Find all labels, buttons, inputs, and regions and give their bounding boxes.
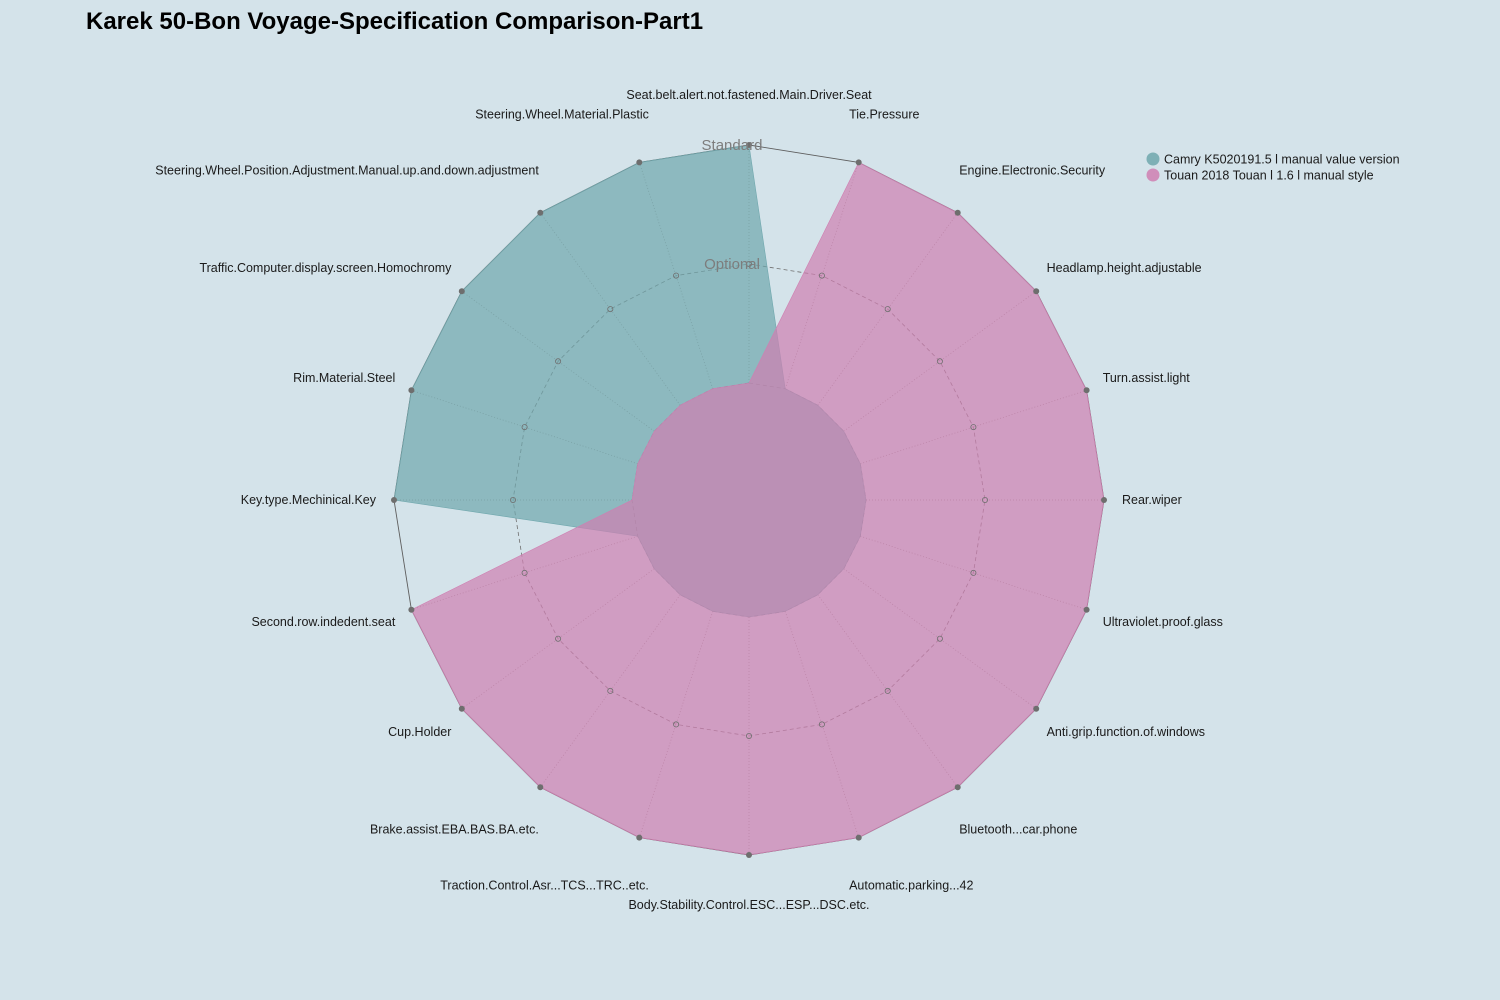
grid-marker: [982, 496, 989, 503]
data-point: [954, 209, 961, 216]
grid-marker: [509, 496, 516, 503]
axis-label: Brake.assist.EBA.BAS.BA.etc.: [370, 823, 539, 837]
axis-label: Rear.wiper: [1122, 493, 1182, 507]
level-label: Standard: [702, 137, 763, 154]
data-point: [391, 497, 397, 503]
grid-marker: [521, 569, 528, 576]
data-point: [537, 784, 544, 791]
legend: Camry K5020191.5 l manual value version T…: [1146, 152, 1400, 183]
grid-marker: [746, 733, 753, 740]
legend-label: Camry K5020191.5 l manual value version: [1164, 153, 1400, 167]
grid-marker: [970, 569, 977, 576]
data-point: [1083, 606, 1090, 613]
axis-label: Engine.Electronic.Security: [959, 163, 1106, 177]
data-point: [855, 834, 862, 841]
grid-marker: [936, 635, 943, 642]
axis-label: Automatic.parking...42: [849, 879, 973, 893]
data-point: [1101, 497, 1107, 503]
axis-label: Second.row.indedent.seat: [251, 615, 395, 629]
grid-marker: [521, 424, 528, 431]
data-point: [458, 705, 465, 712]
legend-swatch: [1146, 168, 1160, 182]
axis-label: Steering.Wheel.Material.Plastic: [475, 107, 649, 121]
data-point: [746, 852, 752, 858]
legend-label: Touan 2018 Touan l 1.6 l manual style: [1164, 169, 1374, 183]
data-point: [408, 606, 415, 613]
radar-points: [391, 142, 1107, 858]
axis-label: Steering.Wheel.Position.Adjustment.Manua…: [155, 163, 539, 177]
radar-level-labels: Optional Standard: [702, 137, 763, 273]
axis-label: Anti.grip.function.of.windows: [1047, 725, 1205, 739]
data-point: [408, 387, 415, 394]
legend-swatch: [1146, 152, 1160, 166]
axis-label: Body.Stability.Control.ESC...ESP...DSC.e…: [628, 898, 869, 912]
axis-label: Tie.Pressure: [849, 107, 919, 121]
axis-label: Bluetooth...car.phone: [959, 823, 1077, 837]
grid-marker: [746, 260, 753, 267]
axis-label: Ultraviolet.proof.glass: [1103, 615, 1223, 629]
axis-label: Turn.assist.light: [1103, 371, 1191, 385]
grid-marker: [673, 721, 680, 728]
axis-label: Cup.Holder: [388, 725, 451, 739]
grid-marker: [818, 721, 825, 728]
grid-marker: [884, 306, 891, 313]
data-point: [855, 159, 862, 166]
grid-marker: [607, 306, 614, 313]
grid-marker: [607, 687, 614, 694]
data-point: [1083, 387, 1090, 394]
chart-title: Karek 50-Bon Voyage-Specification Compar…: [86, 8, 703, 35]
grid-marker: [936, 358, 943, 365]
data-point: [458, 288, 465, 295]
axis-label: Headlamp.height.adjustable: [1047, 261, 1202, 275]
grid-marker: [555, 358, 562, 365]
radar-series: [393, 144, 1105, 856]
data-point: [636, 159, 643, 166]
grid-marker: [818, 272, 825, 279]
axis-label: Traction.Control.Asr...TCS...TRC..etc.: [440, 879, 649, 893]
grid-marker: [555, 635, 562, 642]
grid-marker: [673, 272, 680, 279]
radar-axis-labels: Seat.belt.alert.not.fastened.Main.Driver…: [155, 88, 1223, 912]
axis-label: Traffic.Computer.display.screen.Homochro…: [199, 261, 452, 275]
data-point: [1033, 705, 1040, 712]
axis-label: Seat.belt.alert.not.fastened.Main.Driver…: [626, 88, 872, 102]
data-point: [746, 142, 752, 148]
data-point: [636, 834, 643, 841]
data-point: [954, 784, 961, 791]
level-label: Optional: [704, 256, 760, 273]
axis-label: Key.type.Mechinical.Key: [241, 493, 377, 507]
data-point: [537, 209, 544, 216]
data-point: [1033, 288, 1040, 295]
grid-marker: [884, 687, 891, 694]
grid-marker: [970, 424, 977, 431]
axis-label: Rim.Material.Steel: [293, 371, 395, 385]
